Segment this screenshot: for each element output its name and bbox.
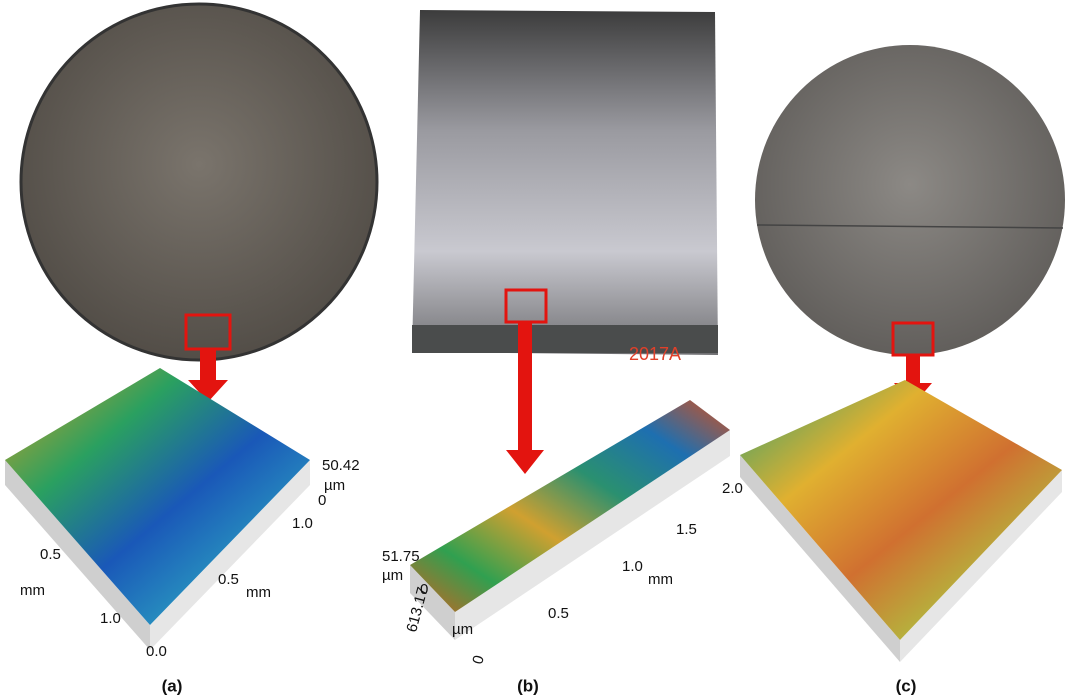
surface-side — [740, 455, 900, 662]
panel-label: (b) — [517, 676, 539, 695]
surface-side — [150, 460, 310, 650]
surface-plot — [410, 400, 730, 612]
axis-label: 0.5 — [548, 605, 569, 622]
axis-label: mm — [20, 582, 45, 599]
axis-label: 50.42 — [322, 457, 360, 474]
surface-side — [900, 470, 1062, 662]
axis-label: 0 — [469, 654, 488, 666]
axis-label: 0.0 — [146, 643, 167, 660]
axis-label: 0 — [318, 492, 326, 509]
axis-label: 1.0 — [292, 515, 313, 532]
axis-label: mm — [246, 584, 271, 601]
region-box — [184, 313, 232, 351]
surface-plot — [740, 380, 1062, 640]
axis-label: 1.0 — [100, 610, 121, 627]
surface-plot — [5, 368, 310, 625]
axis-label: 2.0 — [722, 480, 743, 497]
surface-side — [455, 430, 730, 640]
surface-side — [410, 565, 455, 640]
axis-label: 0.5 — [40, 546, 61, 563]
sample-photo — [19, 2, 379, 362]
axis-label: µm — [452, 621, 473, 638]
photo-base — [412, 325, 718, 353]
sample-photo — [412, 10, 718, 355]
axis-label: µm — [382, 567, 403, 584]
arrow — [188, 350, 228, 402]
axis-label: 0.5 — [218, 571, 239, 588]
axis-label: 1.0 — [622, 558, 643, 575]
axis-label: mm — [648, 571, 673, 588]
panel-label: (c) — [896, 676, 917, 695]
axis-label: µm — [324, 477, 345, 494]
surface-side — [5, 460, 150, 650]
axis-label: 0 — [420, 581, 428, 598]
arrow — [506, 322, 544, 474]
panel-label: (a) — [162, 676, 183, 695]
sample-photo — [755, 45, 1065, 355]
axis-label: 1.5 — [676, 521, 697, 538]
seam — [756, 224, 1064, 229]
photo-text: 2017A — [629, 344, 681, 364]
axis-label: 51.75 — [382, 548, 420, 565]
